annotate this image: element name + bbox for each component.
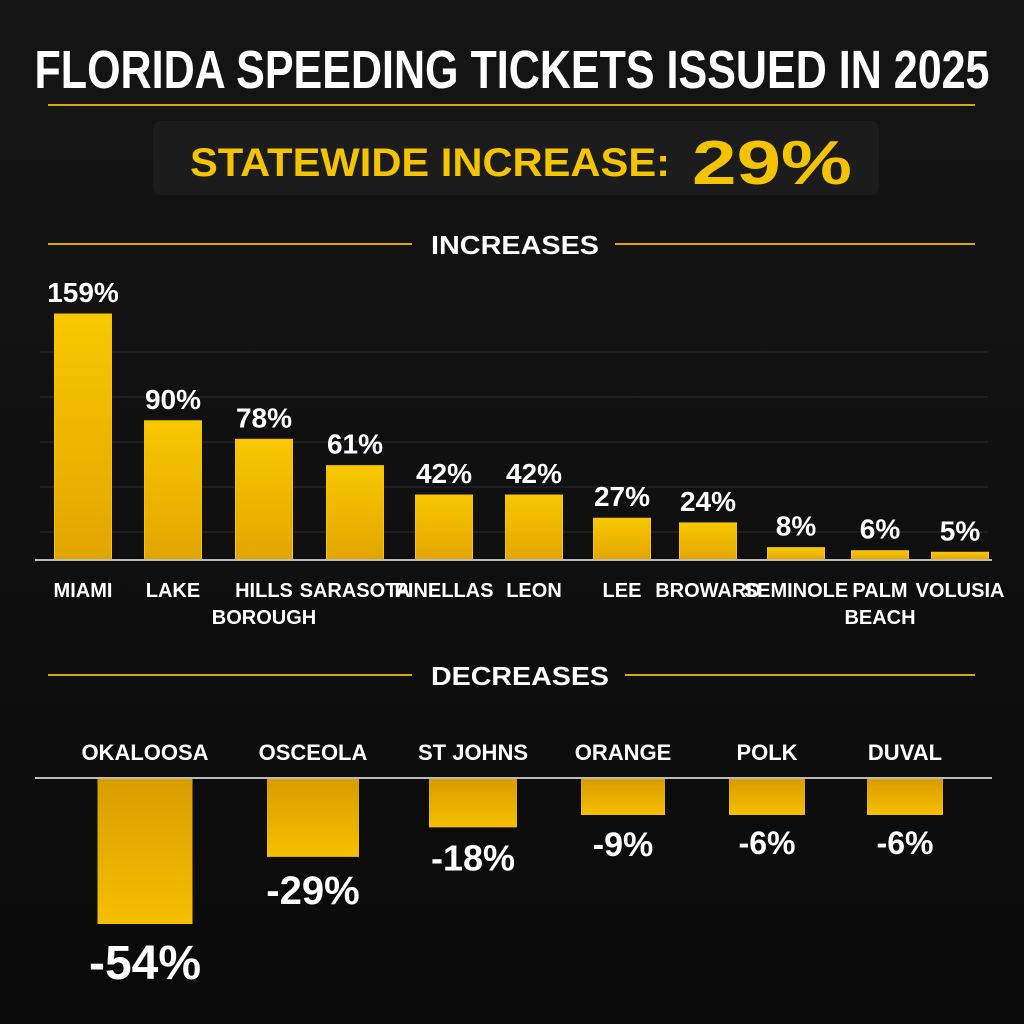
category-label: VOLUSIA: [916, 580, 1005, 602]
data-label: 90%: [145, 384, 201, 415]
data-label: 61%: [327, 429, 383, 460]
bar-orange: [581, 779, 665, 815]
data-label: 42%: [506, 458, 562, 489]
category-label: MIAMI: [54, 580, 113, 602]
bar-volusia: [931, 551, 989, 561]
bar-duval: [867, 779, 943, 815]
bar-broward: [679, 522, 737, 561]
data-label: 6%: [860, 514, 901, 545]
category-label: LAKE: [146, 580, 200, 602]
chart-title: FLORIDA SPEEDING TICKETS ISSUED IN 2025: [35, 40, 990, 100]
decreases-header: DECREASES: [48, 661, 975, 691]
bar-st-johns: [429, 779, 517, 828]
bar-seminole: [767, 547, 825, 561]
data-label: 8%: [776, 511, 817, 542]
category-label: OKALOOSA: [81, 740, 208, 765]
statewide-value: 29%: [692, 129, 852, 198]
statewide-label: STATEWIDE INCREASE:: [190, 141, 670, 185]
statewide-banner: STATEWIDE INCREASE: 29%: [153, 121, 879, 198]
increases-title: INCREASES: [431, 230, 599, 260]
bar-okaloosa: [97, 779, 193, 924]
bar-leon: [505, 494, 563, 561]
bar-polk: [729, 779, 805, 815]
data-label: 159%: [47, 277, 119, 308]
statewide-banner-bg: [153, 121, 879, 195]
category-label: BROWARD: [655, 580, 761, 602]
category-label: SEMINOLE: [744, 580, 848, 602]
data-label: 24%: [680, 486, 736, 517]
decreases-title: DECREASES: [431, 661, 609, 691]
category-label: OSCEOLA: [259, 740, 368, 765]
data-label: -6%: [877, 825, 934, 861]
category-label: POLK: [736, 740, 797, 765]
decreases-chart: OKALOOSA -54% OSCEOLA -29% ST JOHNS -18% ORANG…: [35, 740, 992, 990]
category-label: LEE: [603, 580, 642, 602]
bar-lake: [144, 420, 202, 561]
bar-lee: [593, 517, 651, 561]
data-label: 5%: [940, 515, 981, 546]
bar-pinellas: [415, 494, 473, 561]
category-label: SARASOTA: [300, 580, 411, 602]
category-label: PINELLAS: [395, 580, 494, 602]
category-label: LEON: [506, 580, 562, 602]
category-label: PALM BEACH: [844, 580, 915, 629]
data-label: -54%: [89, 937, 201, 990]
category-label: DUVAL: [868, 740, 942, 765]
bar-sarasota: [326, 465, 384, 561]
bar-palm-beach: [851, 550, 909, 561]
data-label: -9%: [593, 826, 653, 864]
bar-hills-borough: [235, 438, 293, 561]
data-label: -18%: [431, 837, 515, 878]
increases-chart: 159% MIAMI 90% LAKE 78% HILLS BOROUGH 61% SARASO…: [35, 277, 1004, 629]
bar-osceola: [267, 779, 359, 857]
data-label: 27%: [594, 481, 650, 512]
data-label: -6%: [739, 825, 796, 861]
category-label: HILLS BOROUGH: [212, 580, 316, 629]
bar-miami: [54, 313, 112, 561]
data-label: 42%: [416, 458, 472, 489]
data-label: 78%: [236, 402, 292, 433]
category-label: ST JOHNS: [418, 740, 528, 765]
data-label: -29%: [266, 869, 359, 913]
category-label: ORANGE: [575, 740, 672, 765]
increases-header: INCREASES: [48, 230, 975, 260]
